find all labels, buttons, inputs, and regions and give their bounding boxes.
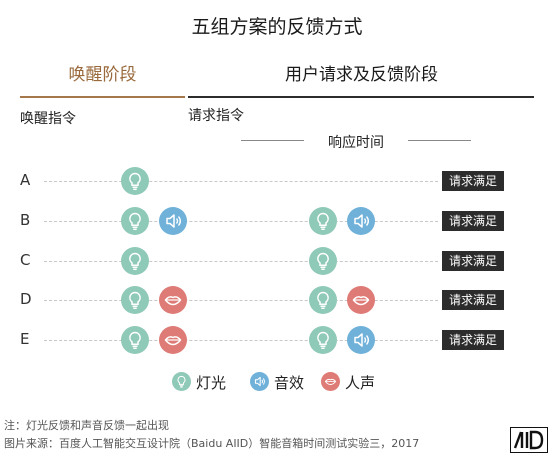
stage-wake-heading: 唤醒阶段	[68, 65, 137, 85]
lips-icon	[159, 326, 187, 354]
request-command-label: 请求指令	[188, 108, 244, 124]
lips-icon	[347, 286, 375, 314]
request-satisfied-badge: 请求满足	[442, 211, 504, 231]
row-label: C	[20, 251, 31, 269]
legend-label-sound: 音效	[274, 374, 305, 392]
request-satisfied-badge: 请求满足	[442, 171, 504, 191]
aiid-logo	[510, 427, 548, 453]
row-timeline	[44, 181, 438, 182]
legend-label-voice: 人声	[345, 374, 376, 392]
stage-request-heading: 用户请求及反馈阶段	[285, 65, 438, 85]
row-label: B	[20, 211, 31, 229]
wake-command-label: 唤醒指令	[20, 111, 76, 127]
lips-icon	[159, 286, 187, 314]
response-time-line-right	[408, 140, 471, 141]
row-timeline	[44, 221, 438, 222]
lightbulb-icon	[309, 326, 337, 354]
response-time-line-left	[241, 140, 304, 141]
request-satisfied-badge: 请求满足	[442, 290, 504, 310]
row-label: A	[20, 171, 31, 189]
lightbulb-icon	[172, 372, 191, 391]
speaker-icon	[347, 326, 375, 354]
stage-request-divider	[188, 96, 534, 98]
lightbulb-icon	[121, 207, 149, 235]
row-timeline	[44, 300, 438, 301]
lightbulb-icon	[121, 326, 149, 354]
lightbulb-icon	[309, 207, 337, 235]
lightbulb-icon	[309, 286, 337, 314]
source-credit: 图片来源：百度人工智能交互设计院（Baidu AIID）智能音箱时间测试实验三，…	[4, 437, 420, 450]
lips-icon	[321, 372, 340, 391]
footnote: 注：灯光反馈和声音反馈一起出现	[4, 419, 169, 432]
row-label: E	[20, 330, 30, 348]
diagram-title: 五组方案的反馈方式	[191, 16, 363, 38]
speaker-icon	[159, 207, 187, 235]
lightbulb-icon	[121, 247, 149, 275]
legend-label-light: 灯光	[196, 374, 227, 392]
request-satisfied-badge: 请求满足	[442, 330, 504, 350]
row-label: D	[20, 290, 32, 308]
lightbulb-icon	[121, 167, 149, 195]
row-timeline	[44, 340, 438, 341]
speaker-icon	[347, 207, 375, 235]
response-time-label: 响应时间	[328, 135, 384, 151]
lightbulb-icon	[309, 247, 337, 275]
row-timeline	[44, 261, 438, 262]
lightbulb-icon	[121, 286, 149, 314]
stage-wake-divider	[20, 96, 185, 98]
request-satisfied-badge: 请求满足	[442, 251, 504, 271]
speaker-icon	[250, 372, 269, 391]
